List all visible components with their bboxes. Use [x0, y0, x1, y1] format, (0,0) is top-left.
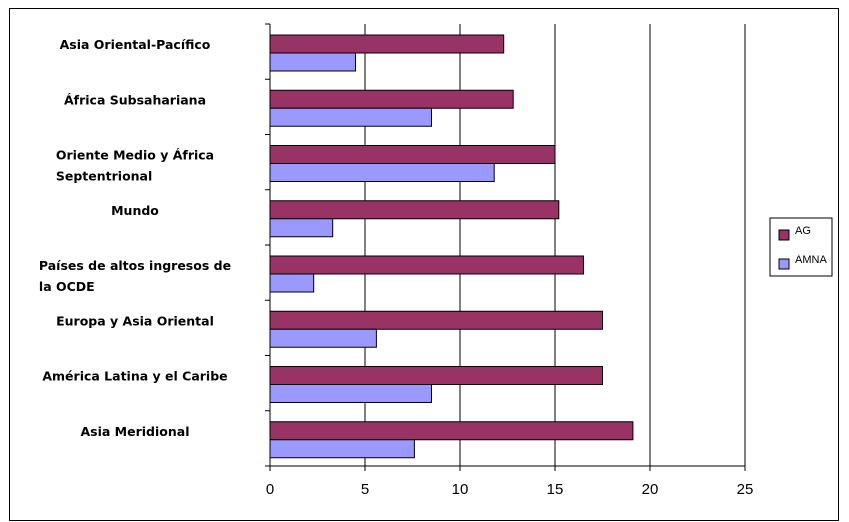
category-label-6: Europa y Asia Oriental	[56, 313, 214, 328]
legend-label-amna: AMNA	[795, 254, 827, 266]
axes	[265, 23, 746, 471]
x-tick-label-10: 10	[452, 481, 469, 498]
bar-amna-8	[269, 439, 415, 459]
x-tick-label-25: 25	[737, 481, 754, 498]
legend-swatch-amna	[778, 258, 790, 270]
legend: AG AMNA	[769, 217, 833, 277]
bar-amna-6	[269, 328, 377, 348]
bar-ag-6	[269, 310, 603, 330]
category-label-2: África Subsahariana	[64, 92, 206, 107]
category-label-8: Asia Meridional	[81, 424, 190, 439]
bar-amna-4	[269, 218, 334, 238]
category-label-1: Asia Oriental-Pacífico	[60, 37, 211, 52]
category-labels: Asia Oriental-Pacífico África Subsaharian…	[39, 37, 231, 439]
bar-amna-2	[269, 107, 432, 127]
bar-ag-5	[269, 255, 584, 275]
category-label-4: Mundo	[111, 203, 159, 218]
x-tick-labels: 0 5 10 15 20 25	[266, 481, 754, 498]
x-tick-label-0: 0	[266, 481, 274, 498]
chart-frame	[9, 8, 839, 521]
legend-label-ag: AG	[795, 225, 811, 237]
category-label-5: Países de altos ingresos de la OCDE	[39, 258, 231, 294]
bar-ag-3	[269, 145, 556, 164]
bar-amna-3	[269, 163, 495, 182]
category-label-3: Oriente Medio y África Septentrional	[56, 148, 214, 184]
bar-ag-2	[269, 89, 514, 109]
category-label-7: América Latina y el Caribe	[42, 369, 227, 384]
x-tick-label-20: 20	[642, 481, 659, 498]
x-tick-label-5: 5	[361, 481, 369, 498]
bar-ag-7	[269, 366, 603, 385]
bar-amna-5	[269, 273, 315, 293]
bars	[269, 34, 634, 459]
bar-ag-4	[269, 200, 560, 220]
bar-ag-8	[269, 421, 634, 441]
bar-ag-1	[269, 34, 505, 54]
bar-amna-1	[269, 52, 356, 72]
bar-amna-7	[269, 384, 432, 403]
x-tick-label-15: 15	[547, 481, 564, 498]
legend-swatch-ag	[778, 229, 790, 241]
